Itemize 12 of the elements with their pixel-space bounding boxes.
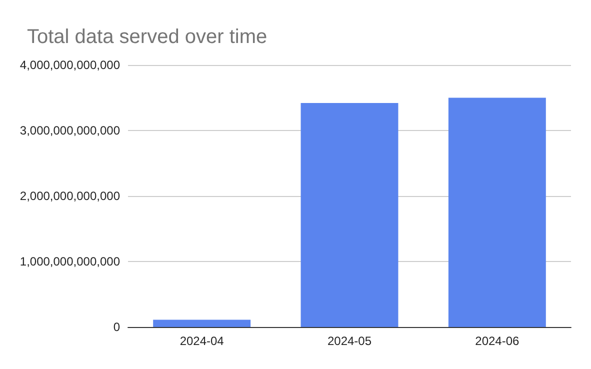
- y-tick-label: 3,000,000,000,000: [20, 124, 120, 138]
- x-tick-label: 2024-04: [180, 334, 224, 348]
- bar: [153, 320, 251, 327]
- y-tick-label: 4,000,000,000,000: [20, 58, 120, 72]
- y-tick-label: 1,000,000,000,000: [20, 254, 120, 268]
- chart-title: Total data served over time: [27, 26, 268, 48]
- y-tick-label: 2,000,000,000,000: [20, 189, 120, 203]
- x-tick-label: 2024-06: [475, 334, 520, 348]
- bar: [448, 98, 546, 327]
- bar: [300, 102, 398, 327]
- x-tick-label: 2024-05: [327, 334, 372, 348]
- y-tick-label: 0: [113, 320, 120, 334]
